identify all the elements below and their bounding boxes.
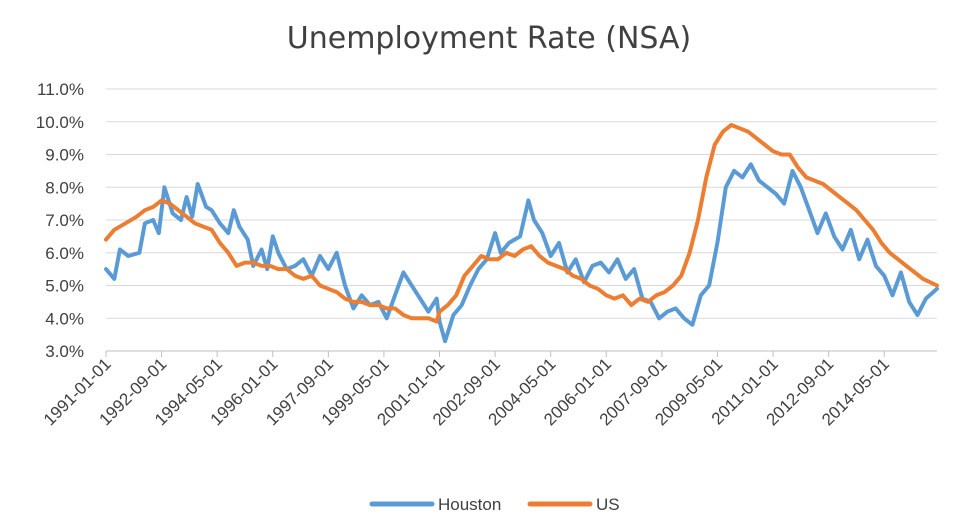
y-tick-label: 4.0% [45, 309, 84, 328]
chart-title: Unemployment Rate (NSA) [287, 21, 691, 56]
legend-label-houston: Houston [438, 495, 501, 514]
series-line-us [104, 123, 939, 324]
y-tick-label: 8.0% [45, 178, 84, 197]
y-tick-label: 10.0% [36, 113, 84, 132]
legend-label-us: US [596, 495, 620, 514]
gridlines [106, 88, 937, 352]
y-tick-label: 5.0% [45, 277, 84, 296]
x-axis-ticks: 1991-01-011992-09-011994-05-011996-01-01… [40, 351, 893, 429]
y-axis-ticks: 3.0% 4.0% 5.0% 6.0% 7.0% 8.0% 9.0% 10.0% 11.0% [36, 80, 84, 361]
series-line-houston [104, 162, 939, 344]
y-tick-label: 9.0% [45, 146, 84, 165]
legend: Houston US [369, 495, 620, 514]
y-tick-label: 6.0% [45, 244, 84, 263]
series-lines [104, 123, 939, 344]
y-tick-label: 7.0% [45, 211, 84, 230]
y-tick-label: 11.0% [37, 80, 84, 99]
y-tick-label: 3.0% [45, 342, 84, 361]
